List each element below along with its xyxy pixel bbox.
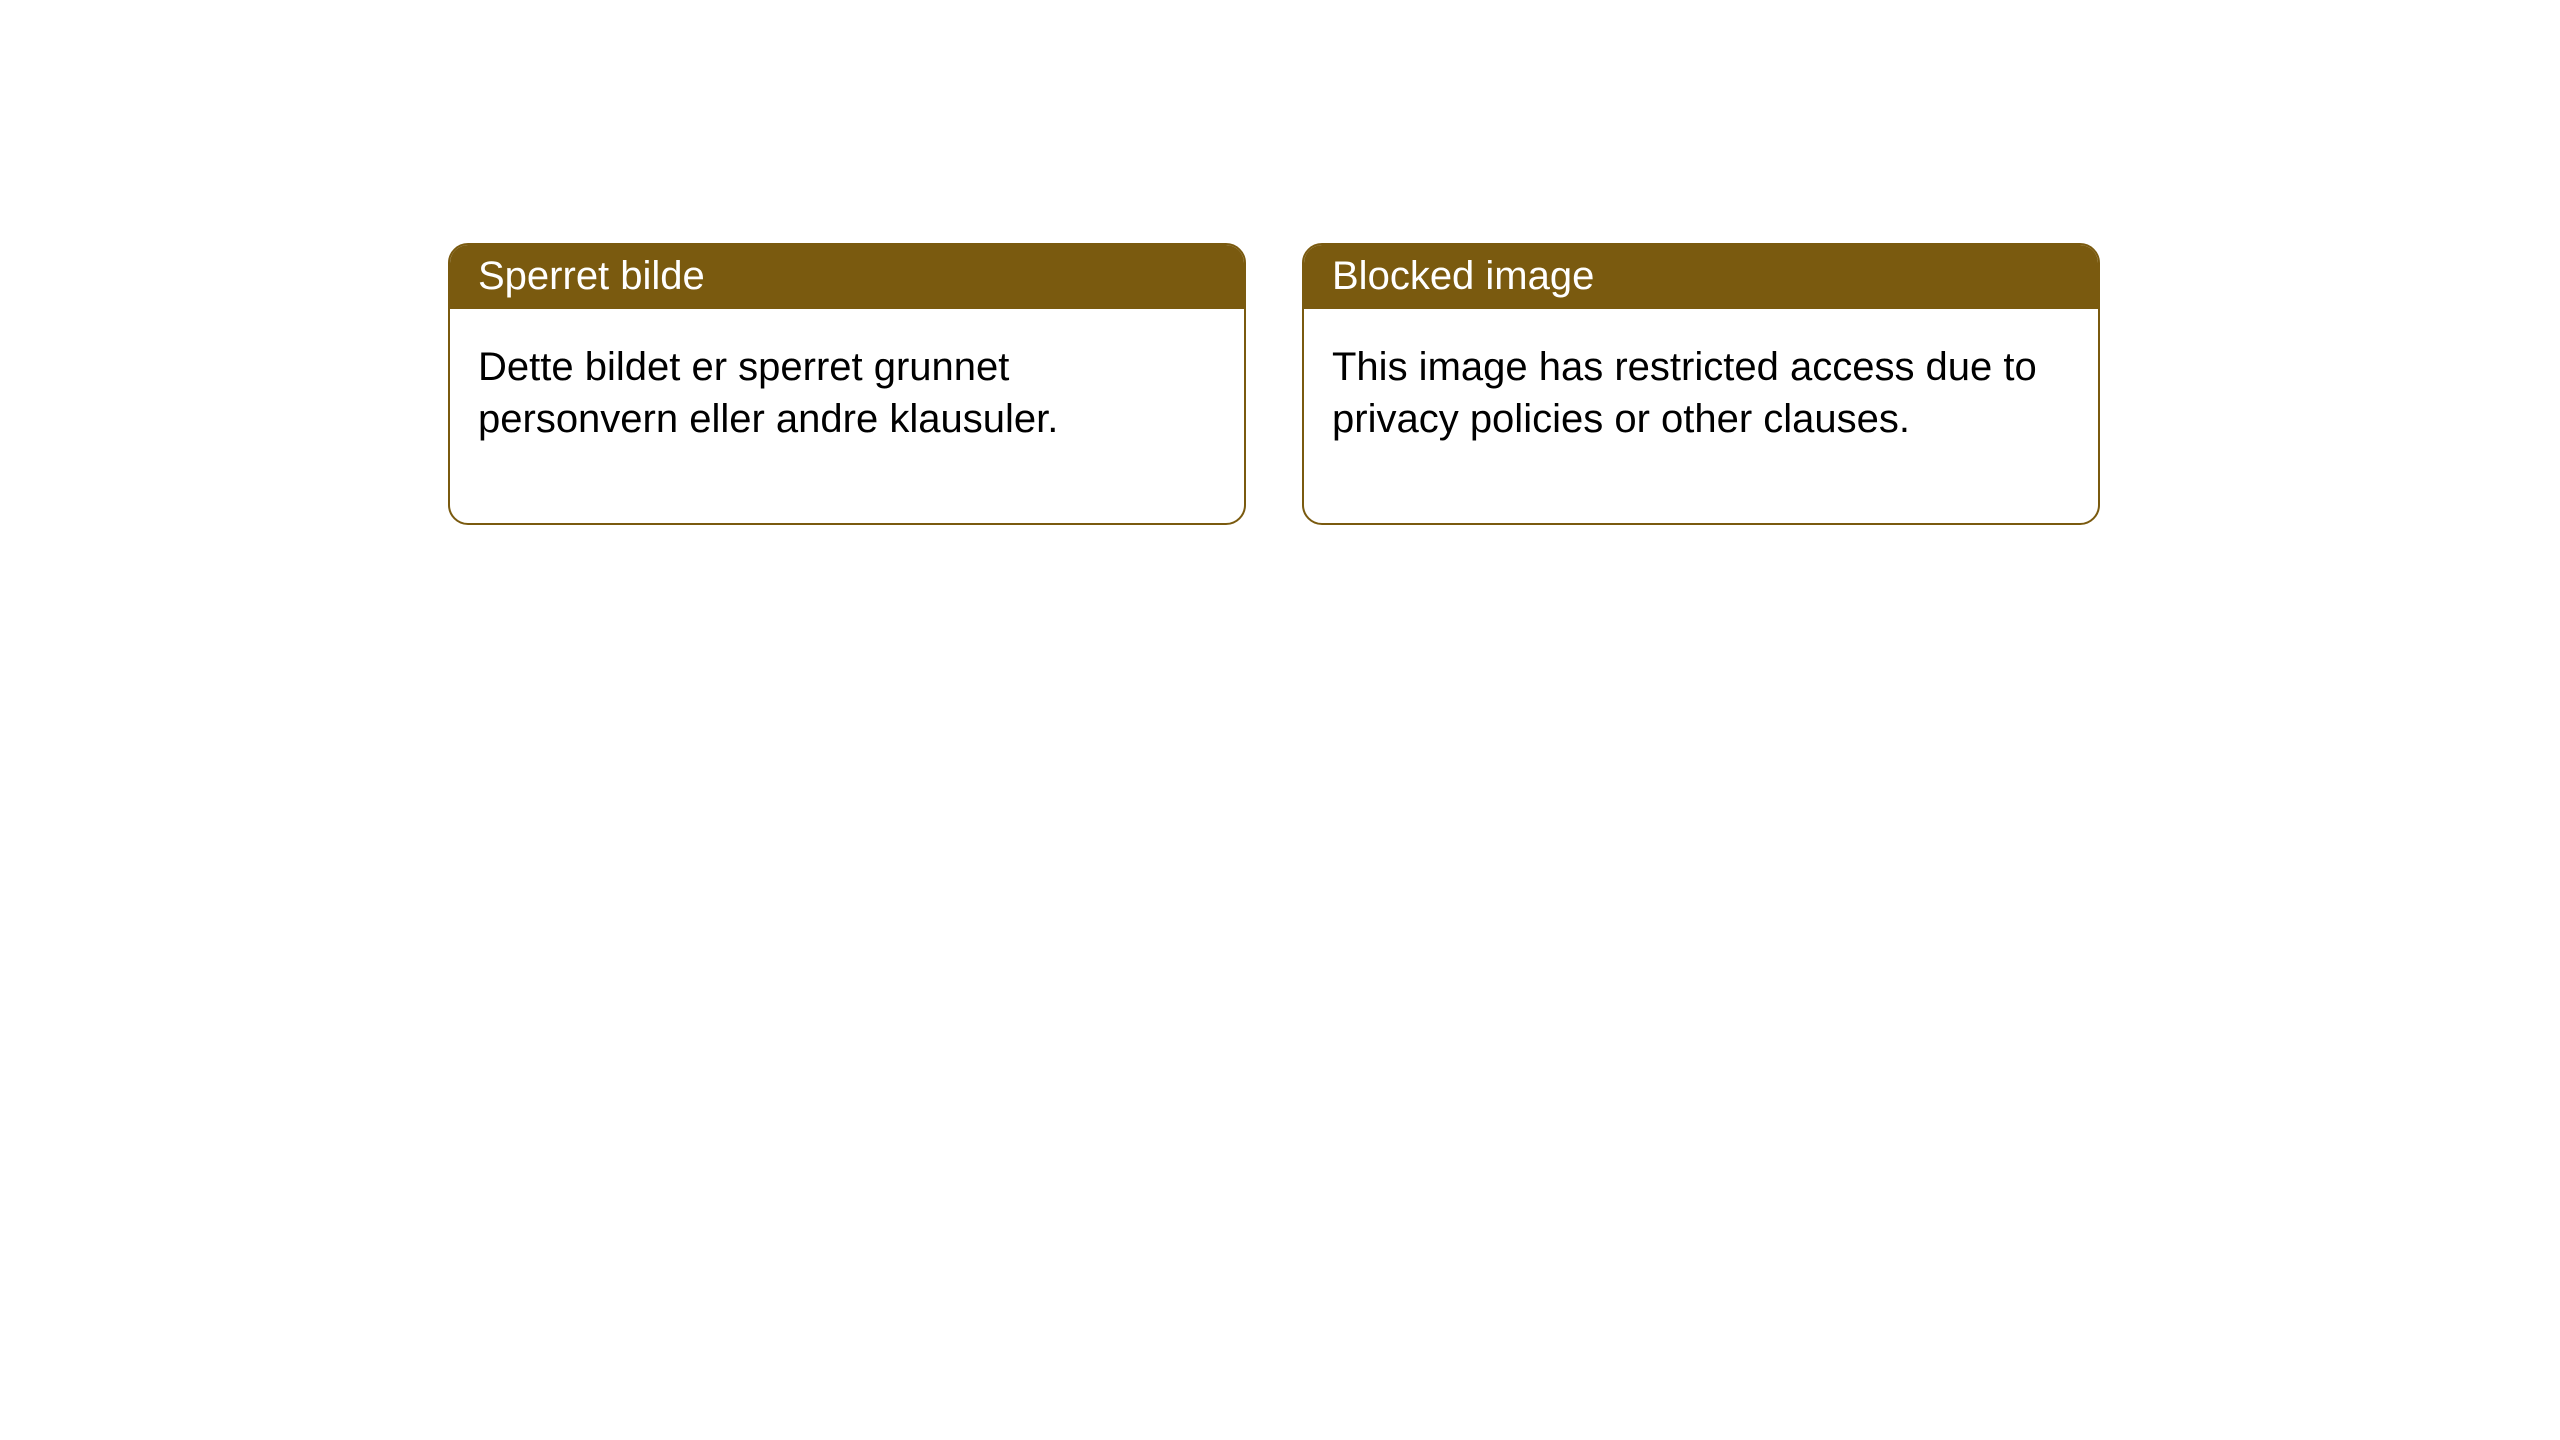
notice-message: Dette bildet er sperret grunnet personve… [478, 345, 1058, 441]
notice-body: Dette bildet er sperret grunnet personve… [450, 309, 1244, 523]
notice-card-norwegian: Sperret bilde Dette bildet er sperret gr… [448, 243, 1246, 525]
notice-message: This image has restricted access due to … [1332, 345, 2037, 441]
notice-title: Sperret bilde [478, 254, 705, 298]
notice-title: Blocked image [1332, 254, 1594, 298]
notice-header: Sperret bilde [450, 245, 1244, 309]
notice-card-english: Blocked image This image has restricted … [1302, 243, 2100, 525]
notice-container: Sperret bilde Dette bildet er sperret gr… [0, 0, 2560, 525]
notice-header: Blocked image [1304, 245, 2098, 309]
notice-body: This image has restricted access due to … [1304, 309, 2098, 523]
